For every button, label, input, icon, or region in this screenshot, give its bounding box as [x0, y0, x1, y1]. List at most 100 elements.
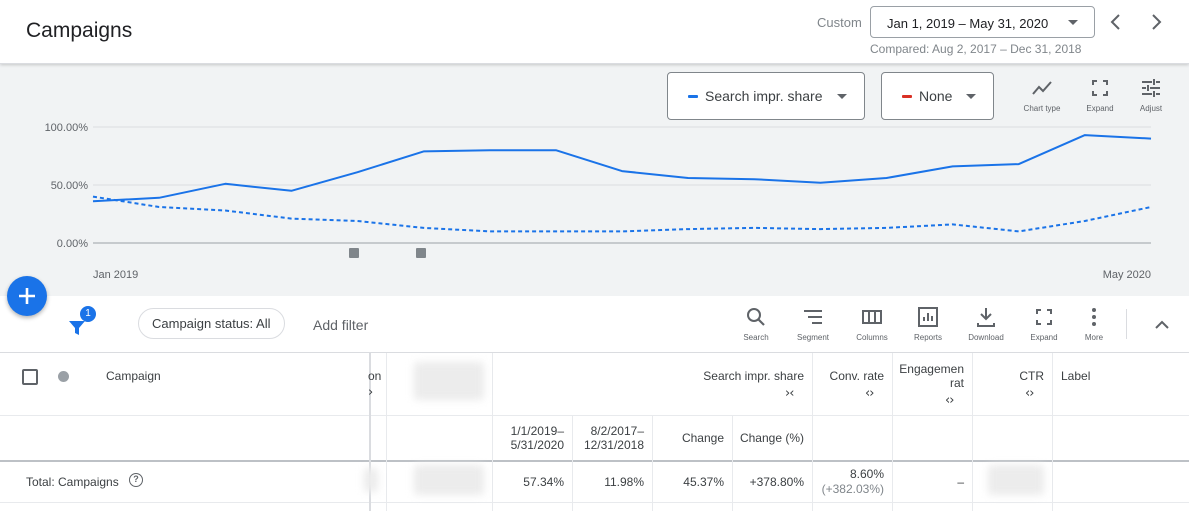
period-1-subheader-wrap: 5/31/2020 — [510, 438, 564, 452]
filter-icon — [69, 321, 85, 335]
segment-button[interactable]: Segment — [788, 306, 838, 346]
next-period-button[interactable] — [1146, 11, 1166, 33]
column-divider — [812, 353, 813, 511]
metric-1-selector[interactable]: Search impr. share — [667, 72, 865, 120]
chevron-down-icon — [966, 94, 976, 99]
download-button[interactable]: Download — [961, 306, 1011, 346]
chart-adjust-button[interactable]: Adjust — [1126, 78, 1176, 122]
change-pct-subheader[interactable]: Change (%) — [739, 431, 804, 445]
segment-label: Segment — [796, 333, 830, 342]
columns-label: Columns — [856, 333, 888, 342]
search-icon — [747, 308, 765, 326]
engagement-column-header-wrap: rat — [949, 376, 964, 390]
total-period-1-value: 57.34% — [523, 475, 564, 489]
period-1-subheader[interactable]: 1/1/2019– — [510, 424, 564, 438]
frozen-column-divider — [369, 353, 371, 511]
line-chart: 100.00% 50.00% 0.00% Jan 2019 May 2020 — [45, 122, 1152, 281]
conv-rate-column-header[interactable]: Conv. rate — [829, 369, 884, 383]
expand-collapse-icon[interactable]: ‹› — [865, 386, 874, 401]
total-conv-rate-change: (+382.03%) — [821, 482, 884, 496]
metric-1-label: Search impr. share — [705, 88, 823, 104]
truncated-column-header[interactable]: on — [368, 369, 382, 383]
comparison-series-line — [92, 195, 1152, 233]
search-button[interactable]: Search — [731, 306, 781, 346]
date-range-value: Jan 1, 2019 – May 31, 2020 — [887, 16, 1049, 31]
previous-period-button[interactable] — [1106, 11, 1126, 33]
campaign-status-filter-chip[interactable]: Campaign status: All — [138, 308, 285, 339]
period-2-subheader[interactable]: 8/2/2017– — [590, 424, 644, 438]
tune-icon — [1142, 79, 1160, 97]
engagement-column-header[interactable]: Engagemen — [899, 362, 964, 376]
download-icon — [977, 308, 995, 327]
line-chart-icon — [1032, 81, 1052, 95]
column-divider — [972, 353, 973, 511]
chevron-left-icon — [1110, 14, 1120, 30]
campaigns-table: Campaign on › Search impr. share ›‹ Conv… — [0, 353, 1189, 511]
annotation-marker — [349, 248, 359, 258]
redacted-cell — [364, 468, 378, 492]
ctr-column-header[interactable]: CTR — [1019, 369, 1044, 383]
more-button[interactable]: More — [1069, 306, 1119, 346]
search-impr-share-column-header[interactable]: Search impr. share — [703, 369, 804, 383]
fullscreen-icon — [1036, 309, 1052, 325]
chart-adjust-label: Adjust — [1139, 104, 1163, 113]
column-divider — [652, 415, 653, 511]
reports-icon — [918, 307, 938, 327]
change-subheader[interactable]: Change — [681, 431, 724, 445]
y-tick-label: 50.00% — [51, 180, 89, 192]
column-expand-icon[interactable]: › — [368, 385, 373, 400]
add-campaign-button[interactable] — [7, 276, 47, 316]
more-vert-icon — [1092, 308, 1096, 326]
expand-collapse-icon[interactable]: ‹› — [1025, 386, 1034, 401]
primary-series-line — [92, 134, 1152, 203]
metric-2-color-swatch — [902, 95, 912, 98]
add-filter-button[interactable]: Add filter — [313, 317, 369, 333]
annotation-marker — [416, 248, 426, 258]
campaign-column-header[interactable]: Campaign — [106, 369, 161, 383]
expand-collapse-icon[interactable]: ‹› — [945, 393, 954, 408]
date-mode-label: Custom — [817, 15, 862, 30]
chart-type-button[interactable]: Chart type — [1017, 78, 1067, 122]
chart-type-label: Chart type — [1023, 104, 1061, 113]
fullscreen-icon — [1092, 80, 1108, 96]
label-column-header[interactable]: Label — [1061, 369, 1091, 383]
columns-button[interactable]: Columns — [847, 306, 897, 346]
performance-chart-panel: 100.00% 50.00% 0.00% Jan 2019 May 2020 Searc… — [0, 64, 1189, 296]
filter-button[interactable] — [66, 311, 96, 341]
y-tick-label: 100.00% — [45, 122, 89, 134]
compared-range: Compared: Aug 2, 2017 – Dec 31, 2018 — [870, 42, 1082, 56]
collapse-button[interactable] — [1152, 315, 1172, 335]
expand-collapse-icon[interactable]: ›‹ — [785, 386, 794, 401]
reports-button[interactable]: Reports — [903, 306, 953, 346]
table-expand-label: Expand — [1030, 333, 1058, 342]
date-range-selector[interactable]: Jan 1, 2019 – May 31, 2020 — [870, 6, 1095, 38]
filter-count-badge: 1 — [80, 306, 96, 322]
total-period-2-value: 11.98% — [604, 475, 644, 489]
more-label: More — [1084, 333, 1104, 342]
download-label: Download — [968, 333, 1004, 342]
chevron-right-icon — [1152, 14, 1162, 30]
table-toolbar: 1 Campaign status: All Add filter Search… — [0, 296, 1189, 353]
column-divider — [492, 353, 493, 511]
metric-1-color-swatch — [688, 95, 698, 98]
chevron-up-icon — [1155, 320, 1169, 329]
period-2-subheader-wrap: 12/31/2018 — [583, 438, 644, 452]
chart-expand-label: Expand — [1086, 104, 1114, 113]
search-label: Search — [743, 333, 769, 342]
toolbar-divider — [1126, 309, 1127, 339]
plus-icon — [19, 288, 35, 304]
chart-expand-button[interactable]: Expand — [1075, 78, 1125, 122]
help-icon[interactable]: ? — [129, 473, 143, 487]
total-change-value: 45.37% — [683, 475, 724, 489]
status-dot — [58, 371, 69, 382]
metric-2-label: None — [919, 88, 953, 104]
row-divider — [0, 502, 1189, 503]
metric-2-selector[interactable]: None — [881, 72, 994, 120]
header-divider — [0, 415, 1189, 416]
select-all-checkbox[interactable] — [22, 369, 38, 385]
columns-icon — [862, 310, 882, 324]
table-expand-button[interactable]: Expand — [1019, 306, 1069, 346]
y-tick-label: 0.00% — [57, 238, 88, 250]
column-divider — [386, 353, 387, 511]
page-header: Campaigns Custom Jan 1, 2019 – May 31, 2… — [0, 0, 1189, 64]
